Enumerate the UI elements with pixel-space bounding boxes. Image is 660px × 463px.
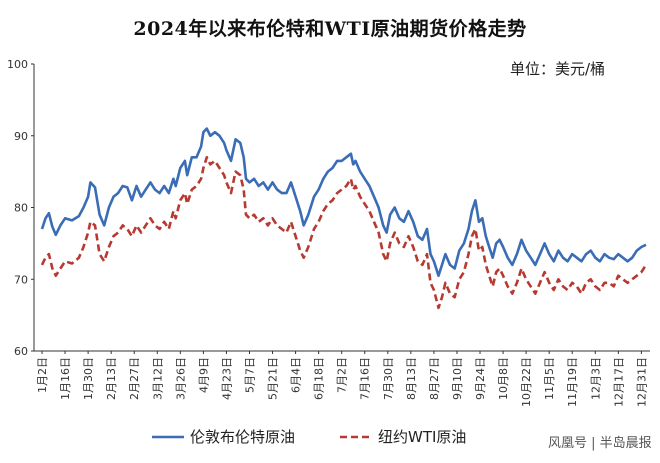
x-tick-label: 12月17日 xyxy=(612,357,625,407)
chart-title: 2024年以来布伦特和WTI原油期货价格走势 xyxy=(133,18,527,40)
x-tick-label: 8月13日 xyxy=(405,357,418,400)
x-tick-label: 10月8日 xyxy=(497,357,510,400)
y-tick-label: 70 xyxy=(14,273,28,286)
x-tick-label: 5月21日 xyxy=(267,357,280,400)
x-tick-label: 10月22日 xyxy=(520,357,533,407)
x-tick-label: 4月9日 xyxy=(197,357,210,393)
x-tick-label: 1月30日 xyxy=(82,357,95,400)
x-tick-label: 6月18日 xyxy=(313,357,326,400)
legend-wti-label: 纽约WTI原油 xyxy=(378,428,466,446)
x-tick-label: 8月27日 xyxy=(428,357,441,400)
wti-series-line xyxy=(40,156,648,310)
x-tick-label: 4月23日 xyxy=(220,357,233,400)
x-tick-label: 9月10日 xyxy=(451,357,464,400)
x-tick-label: 2月27日 xyxy=(128,357,141,400)
x-tick-label: 12月31日 xyxy=(635,357,648,407)
x-tick-label: 9月24日 xyxy=(474,357,487,400)
y-tick-label: 60 xyxy=(14,345,28,358)
x-tick-label: 6月4日 xyxy=(290,357,303,393)
x-tick-label: 1月2日 xyxy=(36,357,49,393)
brent-series-line xyxy=(40,127,647,277)
x-tick-label: 11月19日 xyxy=(566,357,579,407)
legend-brent-label: 伦敦布伦特原油 xyxy=(190,428,295,446)
unit-label: 单位：美元/桶 xyxy=(510,60,606,78)
y-tick-label: 90 xyxy=(14,130,28,143)
x-tick-label: 7月2日 xyxy=(336,357,349,393)
x-tick-label: 5月7日 xyxy=(243,357,256,393)
x-tick-label: 11月5日 xyxy=(543,357,556,400)
x-tick-label: 12月3日 xyxy=(589,357,602,400)
y-tick-label: 100 xyxy=(7,58,28,71)
x-tick-label: 3月12日 xyxy=(151,357,164,400)
y-tick-label: 80 xyxy=(14,202,28,215)
x-tick-label: 7月16日 xyxy=(359,357,372,400)
x-tick-label: 2月13日 xyxy=(105,357,118,400)
x-tick-label: 1月16日 xyxy=(59,357,72,400)
source-watermark: 风凰号 | 半岛晨报 xyxy=(548,436,652,451)
x-tick-label: 7月30日 xyxy=(382,357,395,400)
x-tick-label: 3月26日 xyxy=(174,357,187,400)
